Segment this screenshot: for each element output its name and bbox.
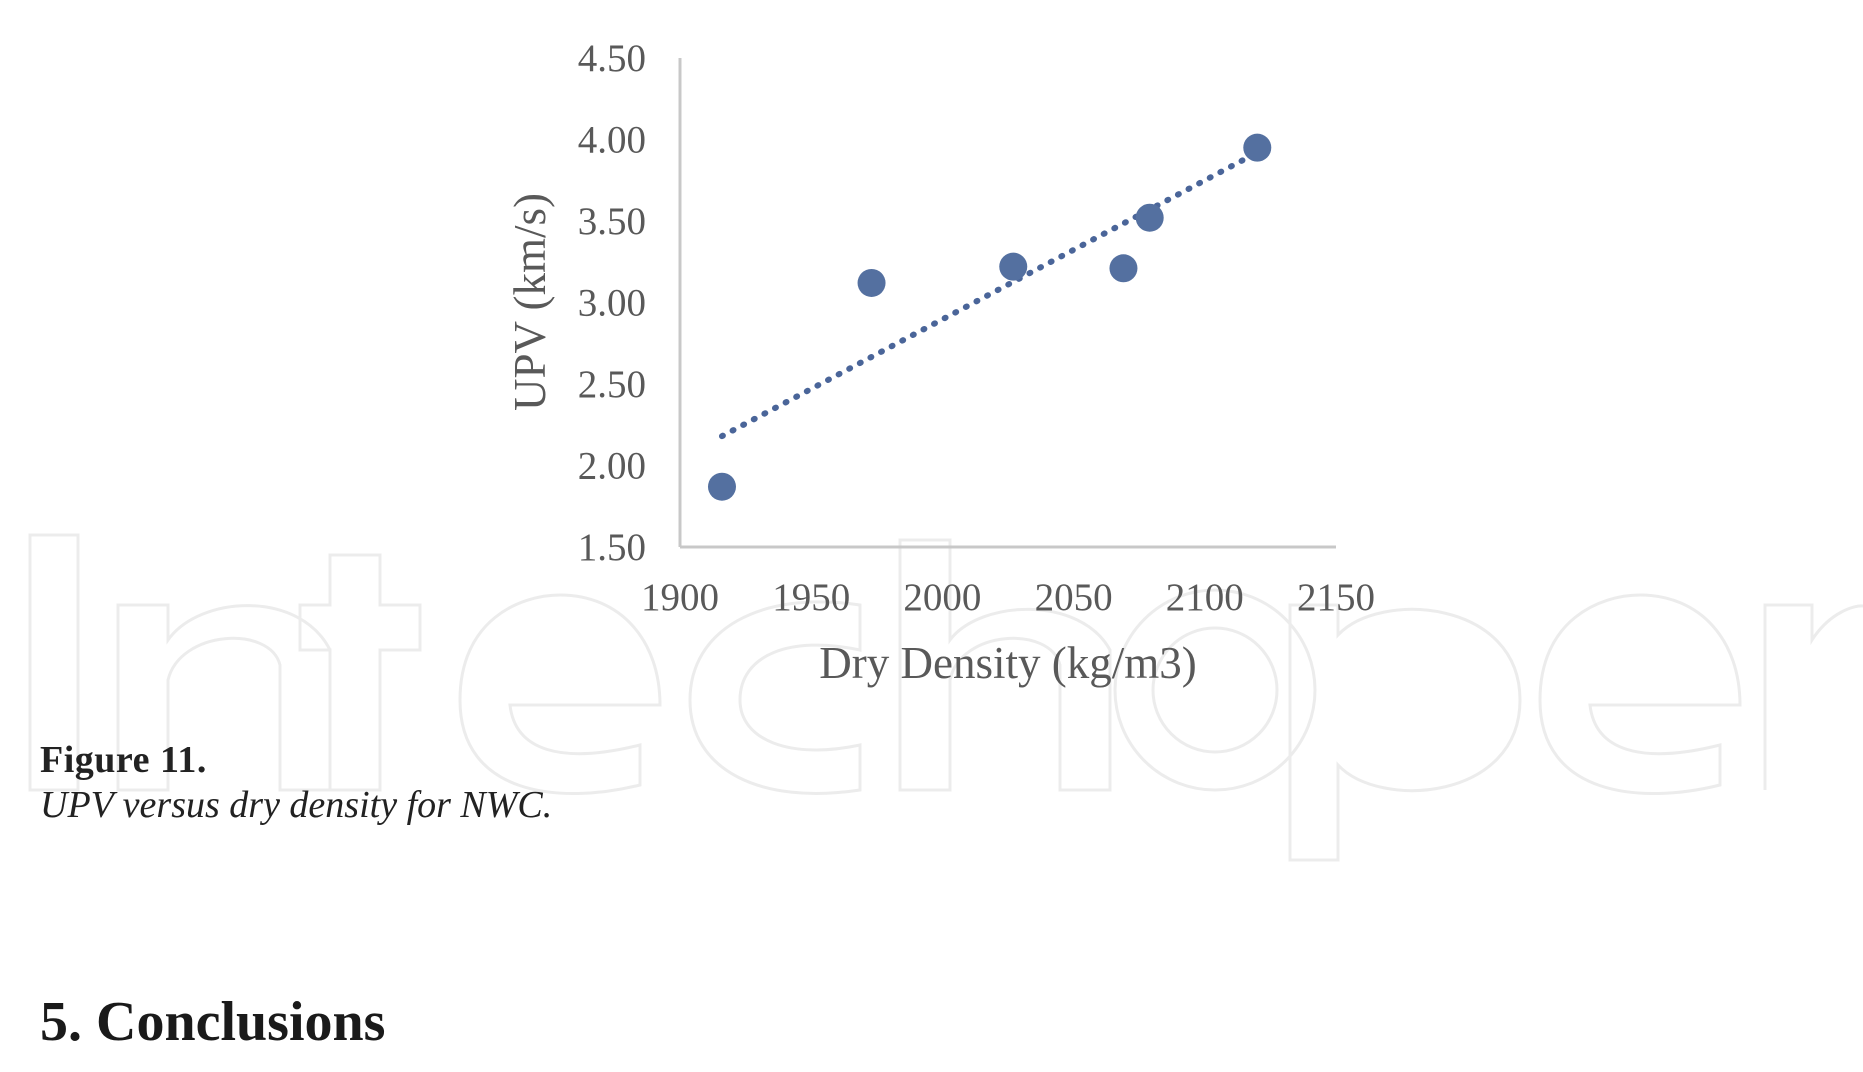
x-tick-label: 2150	[1297, 576, 1375, 619]
y-tick-label: 3.50	[578, 200, 646, 243]
x-tick-label: 2050	[1035, 576, 1113, 619]
y-tick-label: 2.50	[578, 363, 646, 406]
figure-caption: UPV versus dry density for NWC.	[40, 784, 553, 826]
section-heading: 5. Conclusions	[40, 991, 386, 1053]
y-tick-label: 4.50	[578, 37, 646, 80]
data-points	[707, 133, 1272, 501]
y-tick-labels: 1.50 2.00 2.50 3.00 3.50 4.00 4.50	[578, 37, 646, 569]
data-point	[1109, 254, 1138, 283]
y-axis-title: UPV (km/s)	[505, 193, 555, 411]
y-tick-label: 1.50	[578, 526, 646, 569]
x-tick-label: 1950	[772, 576, 850, 619]
data-point	[857, 268, 886, 297]
trendline	[718, 149, 1261, 440]
figure-label: Figure 11.	[40, 739, 207, 781]
y-tick-label: 3.00	[578, 282, 646, 325]
x-axis-title: Dry Density (kg/m3)	[819, 638, 1196, 688]
y-tick-label: 4.00	[578, 119, 646, 162]
data-point	[707, 472, 736, 501]
data-point	[1243, 133, 1272, 162]
x-tick-label: 2100	[1166, 576, 1244, 619]
x-tick-label: 1900	[641, 576, 719, 619]
x-tick-label: 2000	[903, 576, 981, 619]
data-point	[1135, 203, 1164, 232]
data-point	[999, 252, 1028, 281]
x-tick-labels: 1900 1950 2000 2050 2100 2150	[641, 576, 1375, 619]
y-tick-label: 2.00	[578, 445, 646, 488]
scatter-chart: 1.50 2.00 2.50 3.00 3.50 4.00 4.50 1900 1950 200…	[505, 37, 1375, 688]
